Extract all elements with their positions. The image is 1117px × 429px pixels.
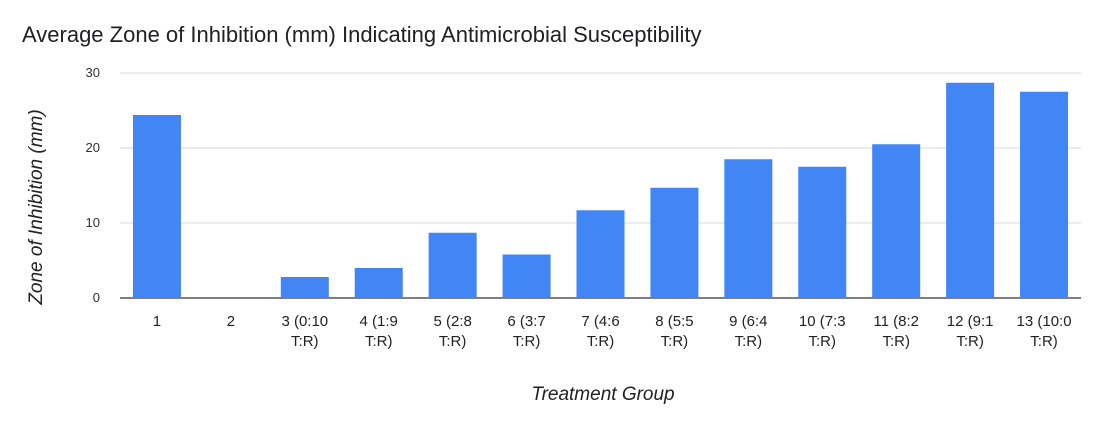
bar	[280, 277, 329, 298]
x-tick-label: 3 (0:10 T:R)	[281, 313, 328, 350]
bar	[502, 254, 551, 298]
x-tick-label-line: 2	[227, 313, 235, 330]
bar	[798, 166, 847, 298]
x-tick-label-line: 5 (2:8	[433, 313, 471, 330]
x-tick-label: 2	[227, 313, 235, 330]
x-axis-label: Treatment Group	[531, 384, 675, 405]
bar	[354, 268, 403, 298]
y-tick-label: 20	[86, 140, 100, 155]
x-tick-label-line: T:R)	[513, 333, 541, 350]
x-tick-label-line: 12 (9:1	[947, 313, 994, 330]
bar	[576, 210, 625, 298]
x-tick-label-line: T:R)	[661, 333, 689, 350]
x-tick-label-line: 13 (10:0	[1017, 313, 1072, 330]
x-tick-label-line: T:R)	[882, 333, 910, 350]
x-tick-label-line: 7 (4:6	[581, 313, 619, 330]
y-tick-labels: 0 10 20 30	[86, 65, 100, 305]
x-tick-label-line: 11 (8:2	[873, 313, 919, 330]
bar	[872, 144, 921, 298]
x-tick-label: 8 (5:5 T:R)	[655, 313, 693, 350]
x-tick-label-line: T:R)	[587, 333, 615, 350]
bar	[428, 232, 477, 298]
chart-title: Average Zone of Inhibition (mm) Indicati…	[22, 22, 702, 47]
x-tick-label-line: 6 (3:7	[507, 313, 545, 330]
bar	[650, 187, 699, 298]
x-tick-label-line: T:R)	[439, 333, 467, 350]
y-tick-label: 10	[86, 215, 100, 230]
x-tick-label-line: 9 (6:4	[729, 313, 767, 330]
bar	[1020, 91, 1069, 298]
x-tick-label-line: T:R)	[365, 333, 393, 350]
x-tick-label: 1	[153, 313, 161, 330]
bar	[724, 159, 773, 298]
x-tick-label-line: T:R)	[1030, 333, 1058, 350]
x-tick-label: 7 (4:6 T:R)	[581, 313, 619, 350]
x-tick-label-line: 10 (7:3	[799, 313, 846, 330]
x-tick-label: 12 (9:1 T:R)	[947, 313, 994, 350]
x-tick-labels: 1 2 3 (0:10 T:R) 4 (1:9 T:R) 5 (2:8 T:R) 6 (3:7 T…	[153, 313, 1072, 350]
x-tick-label-line: T:R)	[735, 333, 763, 350]
x-tick-label-line: 4 (1:9	[360, 313, 398, 330]
bar	[946, 82, 995, 298]
bars	[132, 82, 1069, 298]
x-tick-label-line: 8 (5:5	[655, 313, 693, 330]
x-tick-label-line: T:R)	[956, 333, 984, 350]
x-tick-label-line: T:R)	[291, 333, 319, 350]
x-tick-label: 10 (7:3 T:R)	[799, 313, 846, 350]
x-tick-label: 9 (6:4 T:R)	[729, 313, 767, 350]
y-tick-label: 30	[86, 65, 100, 80]
x-tick-label: 4 (1:9 T:R)	[360, 313, 398, 350]
y-tick-label: 0	[93, 290, 100, 305]
x-tick-label: 6 (3:7 T:R)	[507, 313, 545, 350]
x-tick-label: 11 (8:2 T:R)	[873, 313, 919, 350]
x-tick-label-line: 1	[153, 313, 161, 330]
x-tick-label: 13 (10:0 T:R)	[1017, 313, 1072, 350]
x-tick-label-line: 3 (0:10	[281, 313, 328, 330]
x-tick-label-line: T:R)	[809, 333, 837, 350]
x-tick-label: 5 (2:8 T:R)	[433, 313, 471, 350]
bar	[132, 115, 181, 298]
